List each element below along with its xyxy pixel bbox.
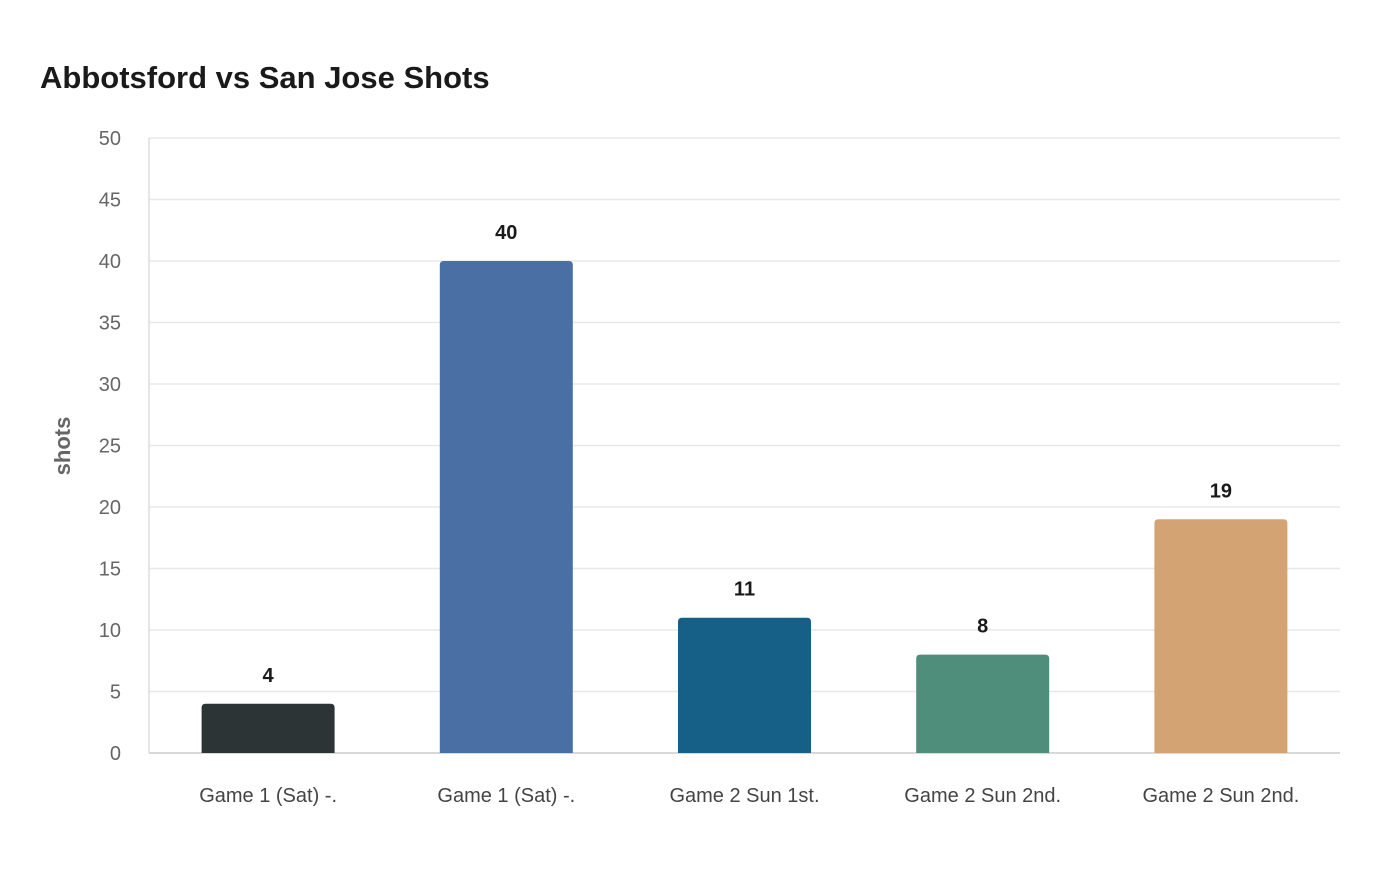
bar bbox=[439, 261, 573, 753]
x-tick-label: Game 2 Sun 2nd. bbox=[904, 785, 1061, 807]
data-label: 40 bbox=[495, 222, 517, 244]
y-tick-label: 25 bbox=[99, 436, 121, 458]
bar bbox=[678, 617, 811, 753]
y-tick-label: 30 bbox=[99, 374, 121, 396]
y-tick-label: 5 bbox=[110, 682, 121, 704]
y-tick-label: 45 bbox=[99, 190, 121, 212]
data-label: 19 bbox=[1210, 480, 1232, 502]
y-tick-label: 20 bbox=[99, 497, 121, 519]
x-tick-label: Game 1 (Sat) -. bbox=[437, 785, 575, 807]
x-tick-label: Game 2 Sun 1st. bbox=[669, 785, 819, 807]
bar bbox=[1154, 519, 1288, 753]
y-tick-label: 40 bbox=[99, 251, 121, 273]
y-tick-label: 10 bbox=[99, 620, 121, 642]
y-tick-label: 50 bbox=[99, 128, 121, 150]
x-tick-label: Game 2 Sun 2nd. bbox=[1143, 785, 1300, 807]
bar bbox=[916, 654, 1050, 753]
x-tick-label: Game 1 (Sat) -. bbox=[199, 785, 337, 807]
chart-title: Abbotsford vs San Jose Shots bbox=[40, 60, 490, 95]
bar bbox=[201, 703, 335, 753]
y-axis-label: shots bbox=[50, 417, 75, 476]
data-label: 11 bbox=[734, 579, 755, 601]
data-label: 8 bbox=[977, 616, 988, 638]
y-tick-label: 35 bbox=[99, 313, 121, 335]
y-tick-label: 15 bbox=[99, 559, 121, 581]
y-tick-label: 0 bbox=[110, 743, 121, 765]
data-label: 4 bbox=[263, 665, 275, 687]
